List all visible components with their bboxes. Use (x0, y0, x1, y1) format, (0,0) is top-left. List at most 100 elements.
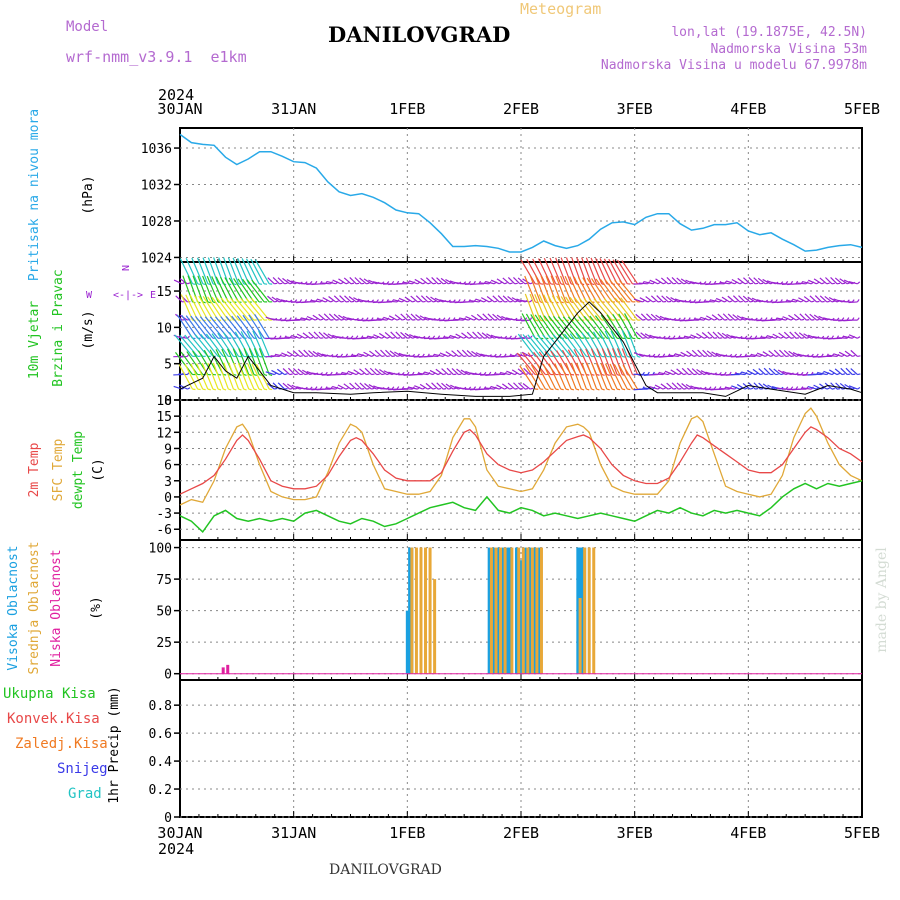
wind-arrow (542, 363, 557, 390)
wind-arrow (548, 363, 562, 390)
cloud-high-bar (524, 547, 528, 674)
wind-arrow (185, 294, 199, 321)
wind-arrow (798, 332, 807, 339)
wind-arrow (848, 334, 858, 339)
wind-arrow (583, 297, 603, 321)
wind-arrow (525, 364, 541, 390)
wind-arrow (565, 257, 577, 284)
wind-arrow (559, 362, 572, 390)
wind-arrow-barb (591, 283, 595, 286)
wind-arrow-barb (284, 373, 288, 376)
wind-arrow-barb (345, 387, 349, 390)
wind-arrow (705, 315, 715, 321)
wind-arrow (197, 275, 209, 303)
wind-arrow-barb (560, 301, 564, 304)
wind-arrow-barb (325, 337, 329, 339)
wind-arrow (192, 275, 204, 303)
wind-arrow (843, 335, 853, 339)
wind-arrow (497, 295, 505, 303)
wind-arrow-barb (371, 373, 375, 376)
wind-arrow-barb (775, 355, 779, 358)
wind-arrow-barb (289, 387, 293, 390)
wind-arrow (414, 278, 423, 285)
wind-arrow-barb (683, 387, 687, 390)
wind-arrow (444, 336, 454, 339)
wind-arrow-barb (800, 371, 804, 375)
wind-arrow (766, 335, 776, 339)
wind-arrow (702, 349, 710, 357)
wind-arrow-barb (319, 386, 323, 390)
wind-arrow-barb (723, 371, 727, 375)
wind-arrow (762, 351, 771, 357)
wind-arrow (449, 334, 459, 339)
wind-arrow-barb (473, 386, 477, 390)
top-year-label: 2024 (158, 86, 194, 104)
wind-arrow (817, 372, 827, 376)
wind-arrow-barb (350, 335, 354, 339)
wind-arrow-barb (340, 318, 344, 321)
wind-arrow (717, 331, 725, 339)
wind-arrow (614, 279, 633, 303)
wind-arrow (200, 334, 219, 357)
wind-arrow (560, 296, 577, 321)
wind-arrow (659, 315, 669, 321)
wind-arrow (281, 352, 290, 357)
wind-arrow-barb (550, 283, 554, 285)
wind-arrow (565, 296, 582, 321)
wind-arrow (485, 281, 495, 285)
wind-arrow (676, 368, 684, 376)
wind-arrow (782, 316, 792, 321)
wind-arrow (378, 332, 388, 339)
wind-arrow-barb (524, 387, 529, 390)
wind-arrow (616, 330, 628, 357)
wind-arrow (819, 277, 828, 285)
wind-arrow-barb (489, 336, 493, 339)
cloud-mid-bar (526, 547, 530, 674)
wind-arrow (297, 368, 306, 376)
wind-arrow (600, 314, 618, 339)
wind-arrow (496, 278, 505, 285)
wind-arrow-barb (841, 373, 846, 376)
wind-arrow (524, 275, 536, 303)
wind-arrow-barb (335, 371, 338, 375)
wind-arrow (385, 349, 393, 357)
wind-arrow (564, 333, 582, 357)
wind-arrow (240, 331, 255, 357)
wind-arrow (404, 332, 413, 339)
cloud-mid-bar (433, 579, 437, 674)
wind-arrow-barb (841, 282, 846, 285)
wind-arrow-barb (667, 335, 671, 339)
wind-arrow (833, 298, 843, 303)
wind-arrow (207, 362, 219, 390)
wind-arrow-barb (857, 373, 861, 376)
bottom-date-label: 5FEB (844, 824, 880, 842)
wind-arrow (813, 314, 822, 321)
wind-arrow-barb (355, 335, 359, 339)
wind-arrow (178, 336, 188, 339)
wind-arrow (251, 279, 270, 303)
temp-ytick-label: 18 (156, 394, 172, 409)
wind-arrow (267, 277, 275, 285)
wind-arrow (272, 277, 280, 285)
wind-arrow (245, 298, 265, 321)
wind-arrow (242, 363, 255, 390)
wind-arrow (685, 383, 695, 390)
wind-arrow (611, 348, 623, 375)
wind-arrow (779, 349, 787, 357)
wind-arrow-barb (274, 300, 278, 303)
wind-arrow (590, 348, 603, 375)
wind-arrow (600, 363, 613, 390)
wind-arrow (441, 368, 449, 376)
wind-arrow-barb (304, 336, 308, 339)
wind-arrow-barb (806, 319, 810, 321)
wind-arrow-barb (652, 371, 655, 375)
wind-arrow-barb (417, 300, 421, 303)
wind-arrow (218, 362, 229, 390)
wind-arrow (456, 349, 465, 357)
wind-arrow (620, 297, 638, 321)
wind-arrow-barb (335, 300, 339, 303)
cloud-high-bar (496, 547, 500, 674)
wind-arrow (323, 313, 332, 321)
wind-arrow-barb (269, 374, 273, 376)
wind-arrow-barb (304, 355, 309, 358)
